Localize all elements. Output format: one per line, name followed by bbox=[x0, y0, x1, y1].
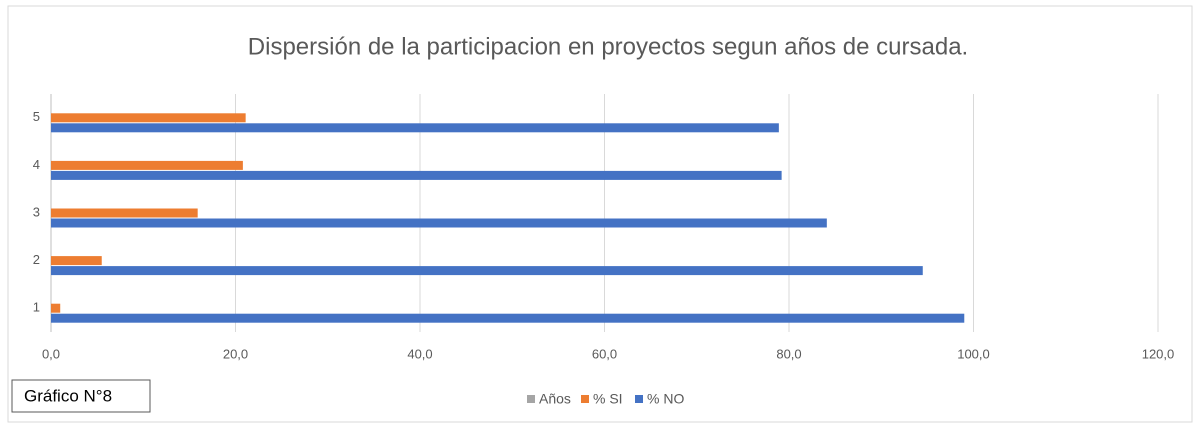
bar bbox=[51, 256, 102, 266]
bar bbox=[51, 266, 923, 276]
bar bbox=[51, 160, 243, 170]
legend-swatch bbox=[635, 395, 643, 403]
bar bbox=[51, 170, 782, 180]
legend-swatch bbox=[527, 395, 535, 403]
y-tick-label: 4 bbox=[33, 157, 40, 172]
y-tick-label: 3 bbox=[33, 204, 40, 219]
annotation: Gráfico N°8 bbox=[24, 386, 112, 405]
bar bbox=[51, 313, 965, 323]
bar bbox=[51, 303, 61, 313]
x-tick-label: 120,0 bbox=[1142, 346, 1175, 361]
chart-frame bbox=[7, 5, 1193, 423]
y-tick-label: 1 bbox=[33, 300, 40, 315]
legend-label: % SI bbox=[593, 391, 623, 407]
y-tick-label: 2 bbox=[33, 252, 40, 267]
legend-label: Años bbox=[539, 391, 571, 407]
annotation-box bbox=[11, 379, 151, 413]
bar bbox=[51, 123, 779, 133]
x-tick-label: 20,0 bbox=[223, 346, 248, 361]
chart-title: Dispersión de la participacion en proyec… bbox=[248, 33, 968, 60]
x-tick-label: 60,0 bbox=[592, 346, 617, 361]
x-tick-label: 40,0 bbox=[407, 346, 432, 361]
x-tick-label: 80,0 bbox=[776, 346, 801, 361]
y-tick-label: 5 bbox=[33, 109, 40, 124]
bar bbox=[51, 208, 198, 218]
legend-label: % NO bbox=[647, 391, 684, 407]
x-tick-label: 0,0 bbox=[42, 346, 60, 361]
x-tick-label: 100,0 bbox=[957, 346, 990, 361]
bar bbox=[51, 218, 827, 228]
legend-swatch bbox=[581, 395, 589, 403]
bar bbox=[51, 113, 246, 123]
